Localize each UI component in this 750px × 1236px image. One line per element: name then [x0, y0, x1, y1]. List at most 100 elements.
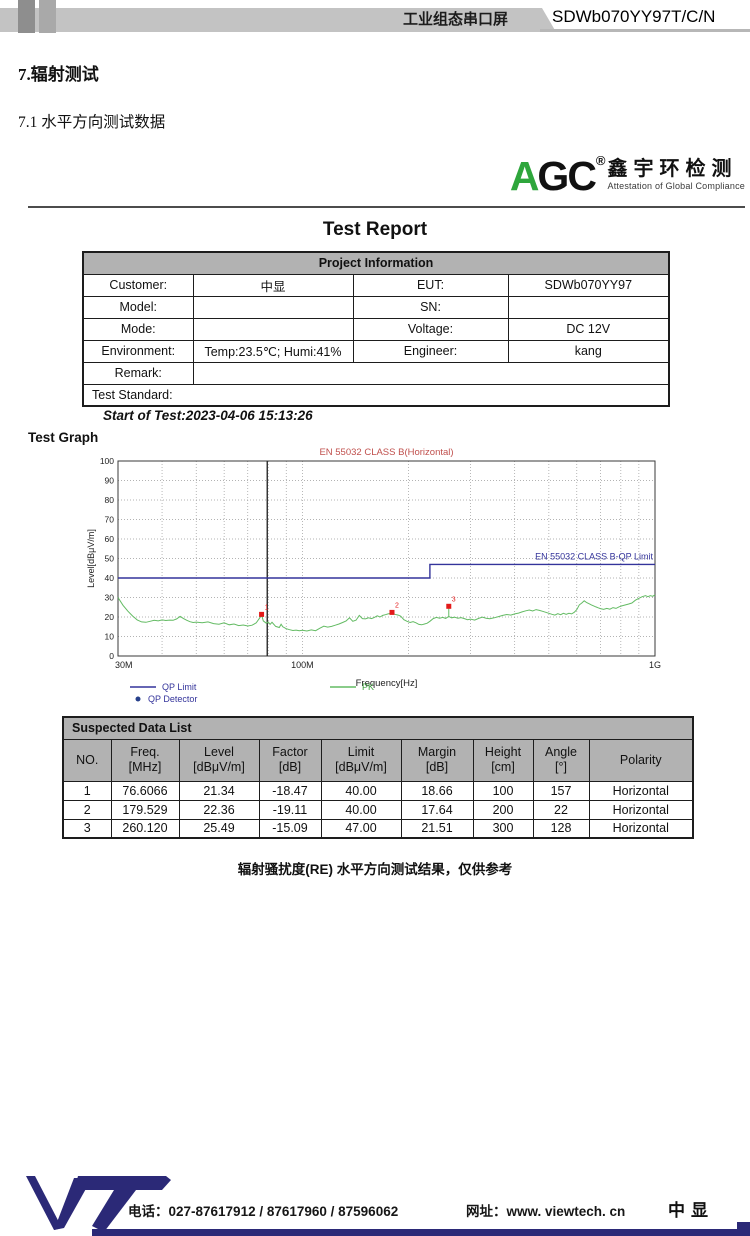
section-title: 7.辐射测试: [18, 65, 99, 84]
x-axis-label: Frequency[Hz]: [356, 678, 418, 689]
header-square-light: [39, 0, 56, 33]
cell: 中显: [192, 273, 354, 297]
table-row: 2 179.529 22.36 -19.11 40.00 17.64 200 22 Horizo…: [62, 799, 694, 820]
qp-limit-label: EN 55032 CLASS B-QP Limit: [535, 551, 653, 561]
logo-divider-line: [28, 206, 745, 208]
plot-frame: [117, 460, 656, 657]
y-tick-label: 40: [105, 573, 115, 583]
y-axis-label: Level[dBμV/m]: [86, 529, 96, 588]
cell: 18.66: [400, 780, 474, 801]
agc-logo-cn-name: 鑫宇环检测: [607, 158, 738, 180]
footer-website: 网址：www. viewtech. cn: [466, 1204, 626, 1219]
cell: Voltage:: [352, 317, 509, 341]
agc-logo: AGC ® 鑫宇环检测 Attestation of Global Compli…: [440, 154, 745, 204]
cell: [507, 295, 670, 319]
table-row: 1 76.6066 21.34 -18.47 40.00 18.66 100 157 Horiz…: [62, 780, 694, 801]
cell: 157: [532, 780, 590, 801]
footer-rule: [92, 1229, 750, 1236]
cell: 47.00: [320, 818, 402, 839]
y-tick-label: 30: [105, 593, 115, 603]
cell: DC 12V: [507, 317, 670, 341]
cell: 17.64: [400, 799, 474, 820]
cell: 21.34: [178, 780, 260, 801]
column-header: Freq. [MHz]: [110, 738, 180, 782]
project-info-table: Project Information Customer: 中显 EUT: SDWb07…: [82, 251, 671, 407]
subsection-title: 7.1 水平方向测试数据: [18, 114, 166, 131]
cell: Horizontal: [588, 818, 694, 839]
cell: Customer:: [82, 273, 194, 297]
cell: 128: [532, 818, 590, 839]
table-header-row: NO. Freq. [MHz] Level [dBμV/m] Factor [dB] Limi…: [62, 738, 694, 782]
cell: 22: [532, 799, 590, 820]
table-row: Test Standard:: [82, 383, 670, 407]
cell: Temp:23.5℃; Humi:41%: [192, 339, 354, 363]
marker-point: [389, 609, 395, 615]
cell: 76.6066: [110, 780, 180, 801]
result-caption: 辐射骚扰度(RE) 水平方向测试结果，仅供参考: [237, 862, 513, 877]
series-qp-limit: [118, 563, 655, 579]
legend-label: PK: [362, 682, 374, 692]
header-bar: [0, 8, 556, 32]
legend-label: QP Detector: [148, 694, 197, 704]
y-tick-label: 80: [105, 495, 115, 505]
agc-logo-en-name: Attestation of Global Compliance: [607, 181, 745, 191]
cell: 2: [62, 799, 112, 820]
cell: 25.49: [178, 818, 260, 839]
y-tick-label: 90: [105, 476, 115, 486]
cell: Test Standard:: [82, 383, 670, 407]
y-tick-label: 0: [109, 651, 114, 661]
table-row: Project Information: [82, 251, 670, 275]
cell: -18.47: [258, 780, 322, 801]
table-row: Mode: Voltage: DC 12V: [82, 317, 670, 341]
footer-phone: 电话：027-87617912 / 87617960 / 87596062: [128, 1204, 399, 1219]
cell: [192, 295, 354, 319]
agc-logo-letters: AGC: [509, 153, 597, 199]
table-row: Customer: 中显 EUT: SDWb070YY97: [82, 273, 670, 297]
vt-logo: [26, 1176, 171, 1232]
agc-logo-a: A: [509, 153, 540, 199]
cell: Horizontal: [588, 799, 694, 820]
table-row: Remark:: [82, 361, 670, 385]
y-tick-label: 20: [105, 612, 115, 622]
cell: 200: [472, 799, 534, 820]
emc-spectrum-chart: 0 10 20 30 40 50 60 70 80 90 100 EN 55032 CLASS B(H…: [86, 447, 661, 704]
y-tick-label: 50: [105, 554, 115, 564]
series-pk: [117, 594, 656, 632]
header-square-dark: [18, 0, 35, 33]
cell: Remark:: [82, 361, 194, 385]
column-header: NO.: [62, 738, 112, 782]
y-tick-label: 60: [105, 534, 115, 544]
cell: 1: [62, 780, 112, 801]
cell: Model:: [82, 295, 194, 319]
y-tick-label: 10: [105, 632, 115, 642]
cell: SN:: [352, 295, 509, 319]
column-header: Angle [°]: [532, 738, 590, 782]
cell: 300: [472, 818, 534, 839]
cell: 40.00: [320, 780, 402, 801]
suspected-title: Suspected Data List: [62, 716, 694, 740]
suspected-data-table: Suspected Data List NO. Freq. [MHz] Level [dB…: [62, 716, 694, 839]
footer-rule-end: [737, 1222, 750, 1236]
legend-dot-qp-detector: [135, 696, 141, 702]
table-row: 3 260.120 25.49 -15.09 47.00 21.51 300 128 Horiz…: [62, 818, 694, 839]
marker-number: 3: [452, 596, 456, 603]
cell: 21.51: [400, 818, 474, 839]
y-tick-label: 70: [105, 515, 115, 525]
project-info-header: Project Information: [82, 251, 670, 275]
chart-title: EN 55032 CLASS B(Horizontal): [319, 447, 453, 458]
cell: 3: [62, 818, 112, 839]
column-header: Margin [dB]: [400, 738, 474, 782]
test-graph-chart: 0 10 20 30 40 50 60 70 80 90 100 EN 55032 CLASS B(H…: [85, 443, 705, 715]
cell: 22.36: [178, 799, 260, 820]
cell: kang: [507, 339, 670, 363]
column-header: Factor [dB]: [258, 738, 322, 782]
x-tick-label: 100M: [291, 660, 314, 670]
start-of-test: Start of Test:2023-04-06 15:13:26: [103, 408, 313, 423]
column-header: Limit [dBμV/m]: [320, 738, 402, 782]
cell: -19.11: [258, 799, 322, 820]
cell: Horizontal: [588, 780, 694, 801]
agc-logo-gc: GC: [537, 153, 596, 199]
test-graph-label: Test Graph: [28, 430, 99, 445]
cell: SDWb070YY97: [507, 273, 670, 297]
